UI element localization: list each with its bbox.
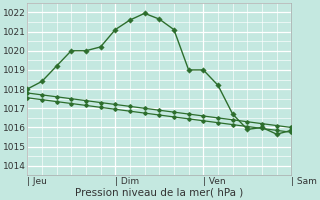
X-axis label: Pression niveau de la mer( hPa ): Pression niveau de la mer( hPa ) — [75, 187, 244, 197]
